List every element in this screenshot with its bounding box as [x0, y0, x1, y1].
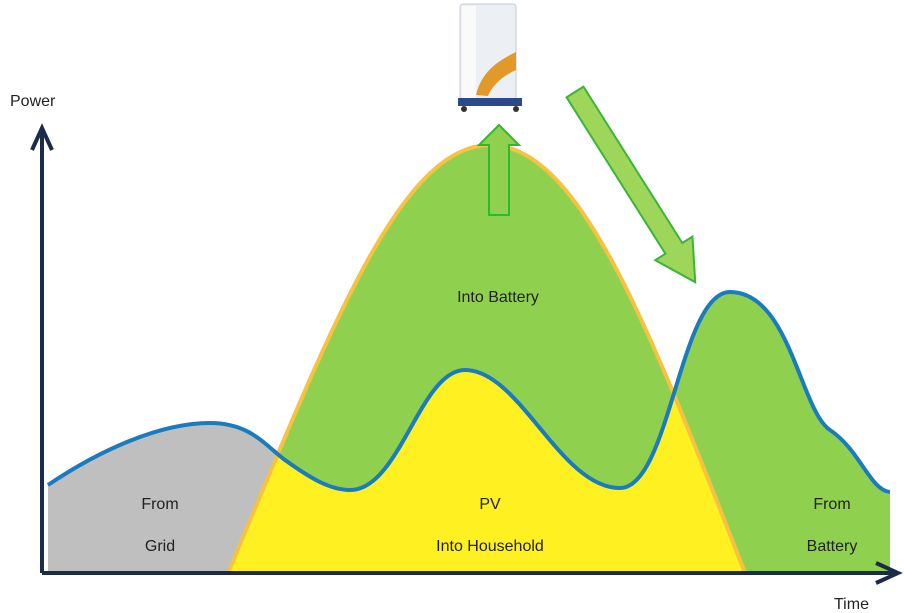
region-label: Into Household [436, 538, 544, 555]
charge-arrow [476, 123, 522, 216]
region-label: From [141, 496, 178, 513]
x-axis-arrow [875, 561, 903, 585]
region-label: PV [479, 496, 501, 513]
region-label: Grid [145, 538, 175, 555]
x-axis-label: Time [834, 596, 869, 613]
y-axis-arrow [30, 123, 54, 151]
region-label: Battery [807, 538, 858, 555]
y-axis-label: Power [10, 93, 56, 110]
consumption-curve [46, 289, 891, 494]
battery-unit [458, 3, 522, 112]
region-label: From [813, 496, 850, 513]
discharge-arrow [565, 85, 697, 284]
region-label: Into Battery [457, 289, 539, 306]
